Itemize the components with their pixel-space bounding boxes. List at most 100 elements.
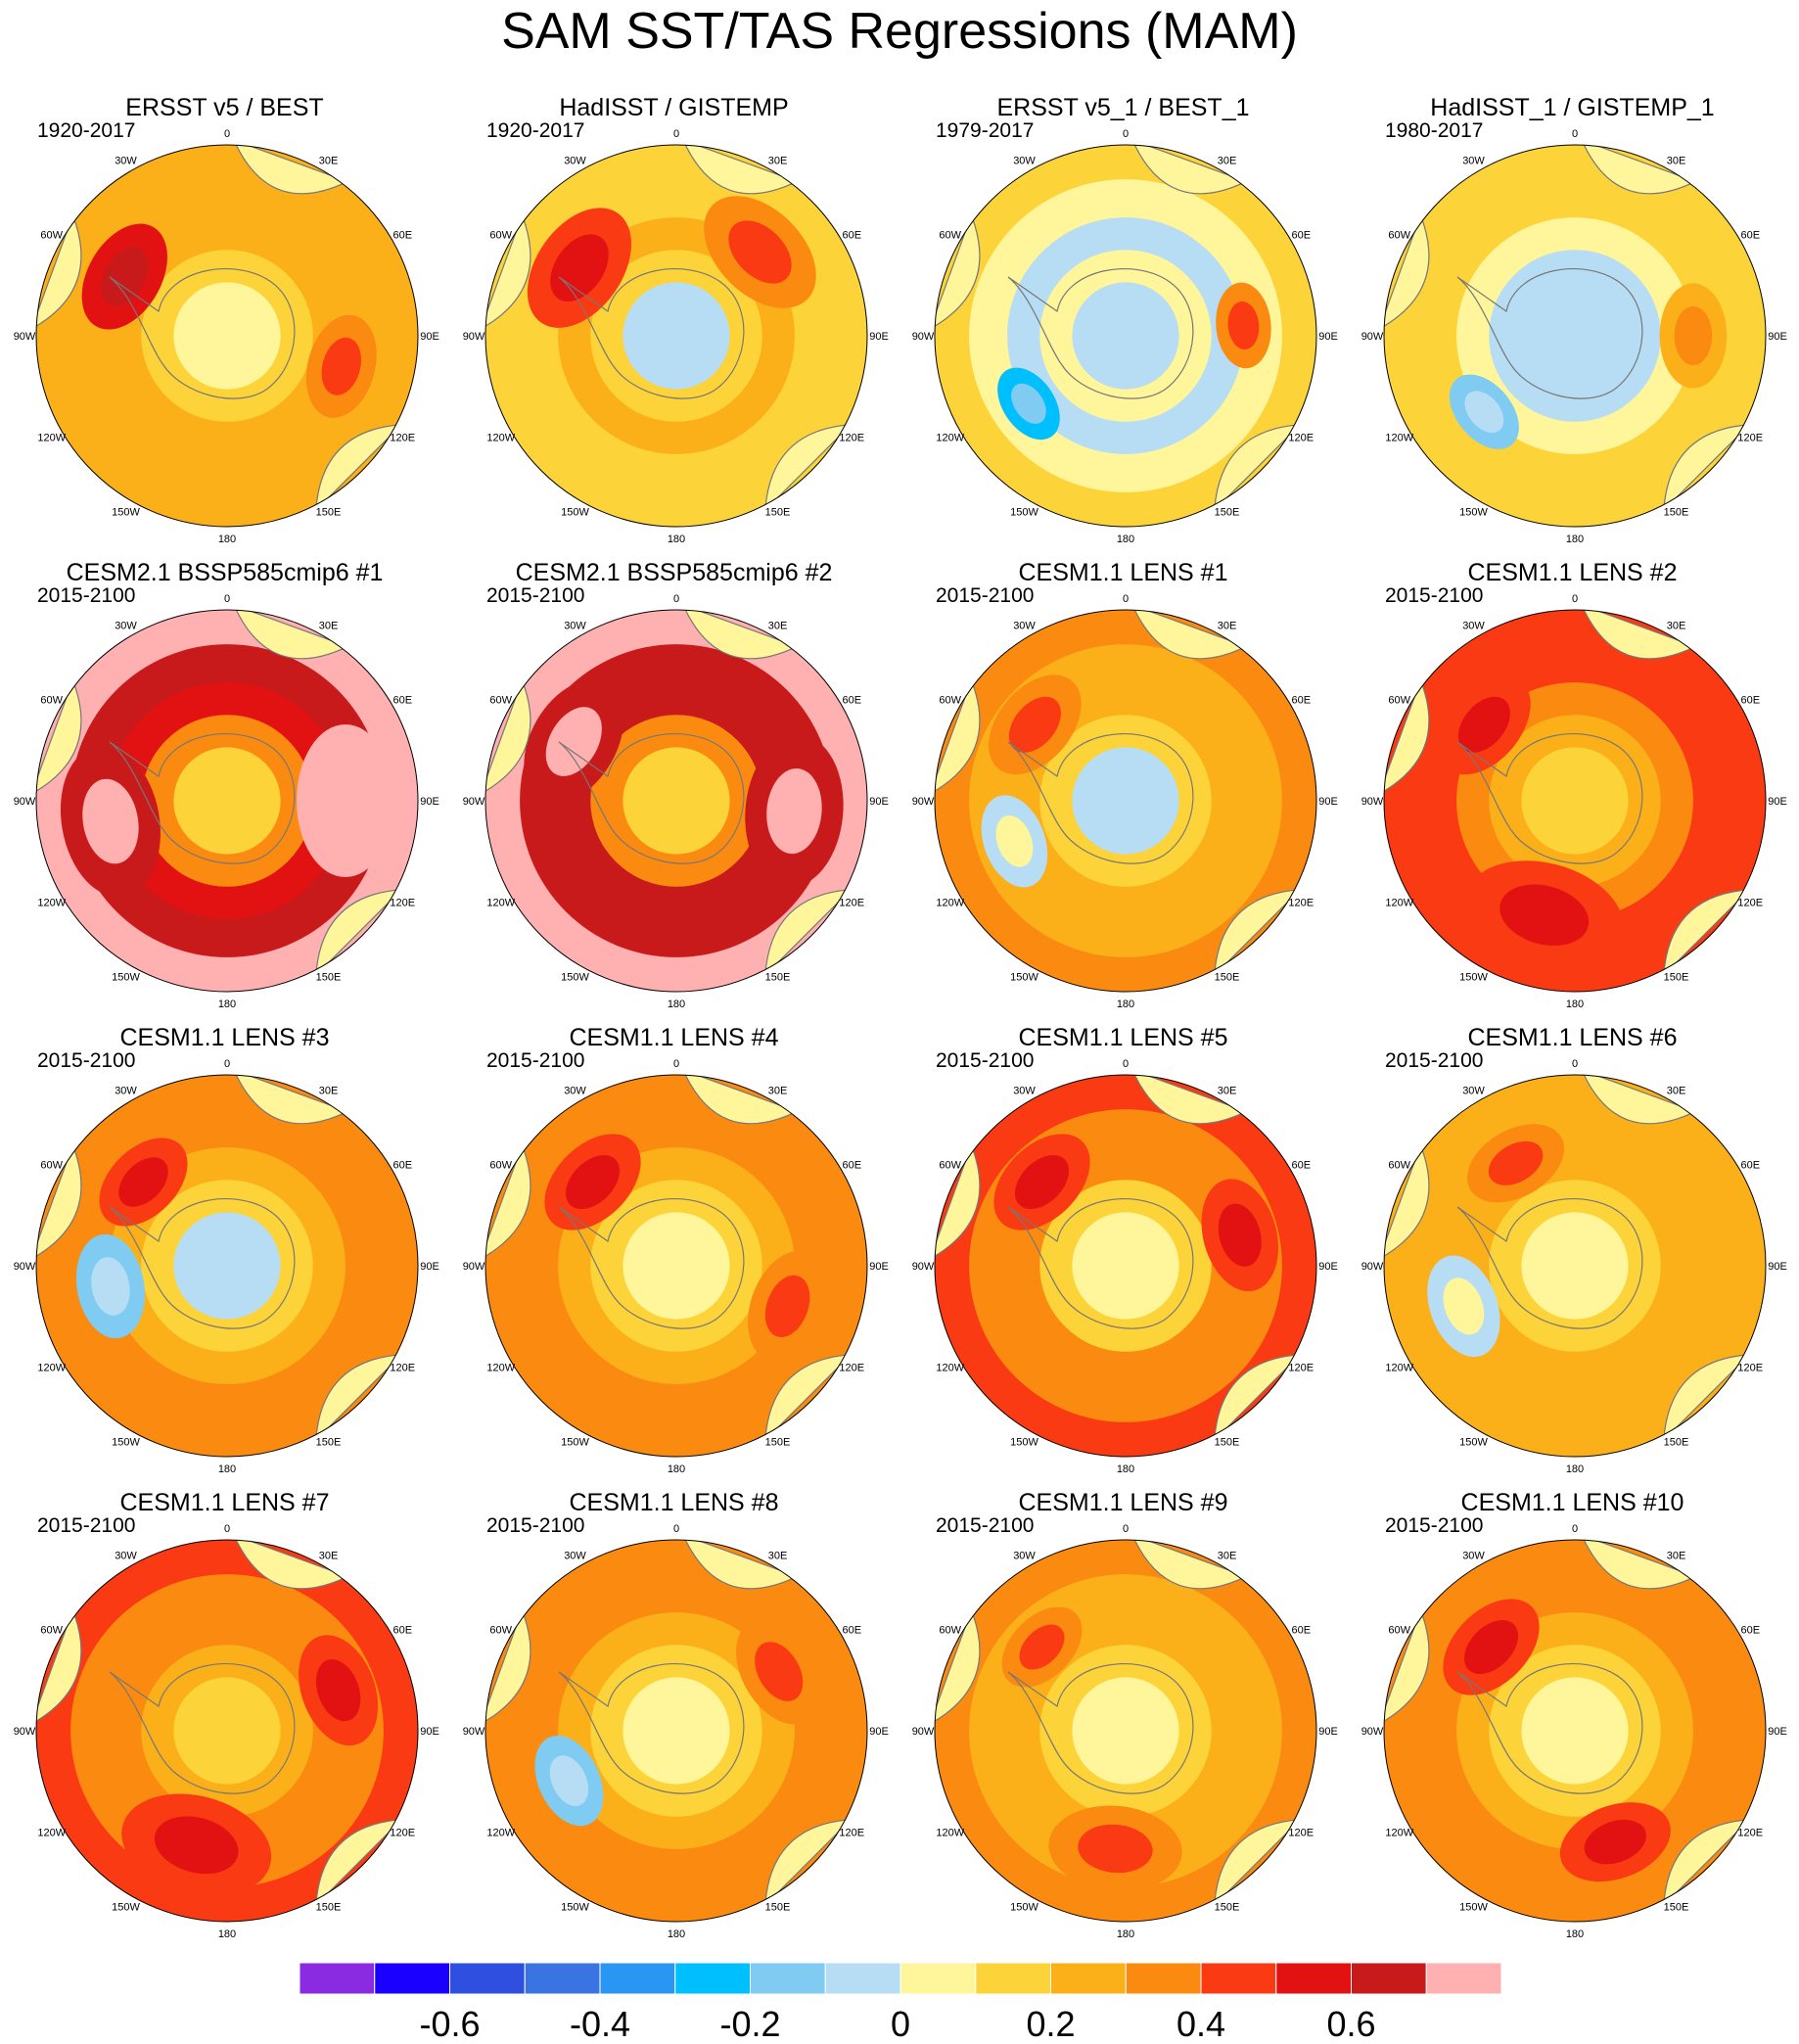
- longitude-label: 120W: [936, 1828, 964, 1839]
- longitude-label: 60E: [842, 230, 861, 242]
- map-panel: 0 30E 60E 90E 120E 150E 180 150W 120W 90W 60W 30W ER…: [899, 93, 1348, 557]
- panel-title: CESM1.1 LENS #8: [569, 1489, 779, 1516]
- panel-period: 2015-2100: [1385, 1049, 1484, 1072]
- panel-title: CESM1.1 LENS #1: [1018, 559, 1228, 586]
- globe-border: [934, 609, 1317, 993]
- anomaly-core: [1019, 1624, 1065, 1670]
- longitude-label: 60W: [40, 695, 63, 707]
- longitude-label: 30W: [1462, 1551, 1485, 1562]
- longitude-label: 60W: [939, 230, 961, 242]
- longitude-label: 60E: [842, 1160, 861, 1172]
- anomaly-core: [728, 220, 792, 284]
- panel-period: 2015-2100: [37, 584, 136, 607]
- continent-land: [36, 678, 82, 796]
- longitude-label: 120W: [486, 1828, 515, 1839]
- map-panel: 0 30E 60E 90E 120E 150E 180 150W 120W 90W 60W 30W CE…: [0, 1023, 449, 1487]
- anomaly-core: [317, 758, 373, 844]
- longitude-label: 0: [1572, 1058, 1578, 1070]
- longitude-label: 60E: [392, 1625, 412, 1637]
- continent-land: [36, 213, 82, 331]
- continent-land: [232, 145, 349, 195]
- panel-period: 2015-2100: [486, 584, 585, 607]
- longitude-label: 60E: [842, 1625, 861, 1637]
- panel-title: ERSST v5 / BEST: [125, 94, 324, 121]
- map-panel: 0 30E 60E 90E 120E 150E 180 150W 120W 90W 60W 30W CE…: [0, 1488, 449, 1952]
- longitude-label: 180: [218, 534, 236, 545]
- longitude-label: 120E: [1737, 433, 1763, 444]
- longitude-label: 30E: [768, 621, 788, 632]
- longitude-label: 90E: [1768, 796, 1787, 808]
- map-panel: 0 30E 60E 90E 120E 150E 180 150W 120W 90W 60W 30W CE…: [899, 558, 1348, 1022]
- longitude-label: 150E: [316, 506, 342, 518]
- longitude-label: 90E: [1768, 331, 1787, 343]
- longitude-label: 180: [1566, 1463, 1584, 1475]
- continent-land: [935, 213, 981, 331]
- colorbar-tick-label: 0.2: [1026, 2004, 1076, 2044]
- continent-land: [232, 1540, 349, 1590]
- longitude-label: 60E: [392, 1160, 412, 1172]
- longitude-label: 60W: [489, 1160, 512, 1172]
- anomaly-core: [1218, 1203, 1262, 1267]
- longitude-label: 120W: [1385, 1363, 1413, 1374]
- map-panel: 0 30E 60E 90E 120E 150E 180 150W 120W 90W 60W 30W CE…: [1348, 1023, 1797, 1487]
- longitude-label: 60W: [1388, 1160, 1410, 1172]
- continent-land: [1130, 1075, 1248, 1125]
- longitude-label: 150W: [1010, 1436, 1038, 1448]
- longitude-label: 0: [1572, 593, 1578, 605]
- panel-period: 2015-2100: [1385, 1514, 1484, 1537]
- longitude-label: 180: [218, 1928, 236, 1940]
- field-ring: [1072, 282, 1179, 390]
- longitude-label: 90W: [14, 331, 36, 343]
- longitude-label: 150E: [1664, 1901, 1689, 1913]
- longitude-label: 120W: [1385, 433, 1413, 444]
- polar-map: 0 30E 60E 90E 120E 150E 180 150W 120W 90W 60W 30W: [1361, 1523, 1787, 1940]
- longitude-label: 120W: [936, 433, 964, 444]
- field-ring: [623, 747, 730, 855]
- colorbar-swatch: [975, 1963, 1051, 1995]
- colorbar-tick-label: 0.4: [1176, 2004, 1226, 2044]
- field-ring: [173, 747, 281, 855]
- longitude-label: 180: [668, 534, 685, 545]
- longitude-label: 0: [1123, 1058, 1129, 1070]
- longitude-label: 150W: [1010, 506, 1038, 518]
- anomaly-core: [1499, 884, 1590, 947]
- longitude-label: 180: [1566, 1928, 1584, 1940]
- map-panel: 0 30E 60E 90E 120E 150E 180 150W 120W 90W 60W 30W CE…: [449, 1488, 899, 1952]
- longitude-label: 0: [224, 593, 230, 605]
- anomaly-core: [1464, 391, 1504, 434]
- longitude-label: 150E: [1215, 1436, 1240, 1448]
- longitude-label: 30E: [1667, 1086, 1686, 1097]
- continent-land: [1580, 610, 1697, 660]
- longitude-label: 60E: [1291, 1625, 1311, 1637]
- polar-map: 0 30E 60E 90E 120E 150E 180 150W 120W 90W 60W 30W: [463, 1058, 889, 1475]
- longitude-label: 60W: [40, 1160, 63, 1172]
- anomaly-core: [550, 234, 609, 302]
- longitude-label: 30E: [1218, 1086, 1237, 1097]
- longitude-label: 90W: [463, 331, 485, 343]
- panel-period: 2015-2100: [37, 1514, 136, 1537]
- longitude-label: 0: [1572, 1523, 1578, 1535]
- longitude-label: 90E: [869, 331, 889, 343]
- continent-land: [232, 1075, 349, 1125]
- longitude-label: 180: [668, 1463, 685, 1475]
- longitude-label: 120E: [1737, 1828, 1763, 1839]
- continent-land: [485, 1143, 531, 1261]
- panel-period: 2015-2100: [1385, 584, 1484, 607]
- polar-map: 0 30E 60E 90E 120E 150E 180 150W 120W 90W 60W 30W: [1361, 128, 1787, 545]
- longitude-label: 60E: [1291, 695, 1311, 707]
- longitude-label: 60W: [40, 230, 63, 242]
- globe-border: [35, 1539, 419, 1923]
- antarctica-coastline: [1007, 268, 1194, 399]
- polar-map: 0 30E 60E 90E 120E 150E 180 150W 120W 90W 60W 30W: [14, 128, 439, 545]
- longitude-label: 90W: [1361, 1726, 1384, 1738]
- longitude-label: 150E: [765, 1436, 791, 1448]
- continent-land: [485, 1608, 531, 1726]
- polar-map: 0 30E 60E 90E 120E 150E 180 150W 120W 90W 60W 30W: [14, 593, 439, 1010]
- anomaly-core: [82, 778, 139, 864]
- longitude-label: 120E: [839, 898, 864, 909]
- longitude-label: 120E: [839, 1363, 864, 1374]
- polar-map: 0 30E 60E 90E 120E 150E 180 150W 120W 90W 60W 30W: [912, 1058, 1338, 1475]
- map-panel: 0 30E 60E 90E 120E 150E 180 150W 120W 90W 60W 30W CE…: [1348, 558, 1797, 1022]
- longitude-label: 180: [218, 1463, 236, 1475]
- longitude-label: 90W: [14, 1726, 36, 1738]
